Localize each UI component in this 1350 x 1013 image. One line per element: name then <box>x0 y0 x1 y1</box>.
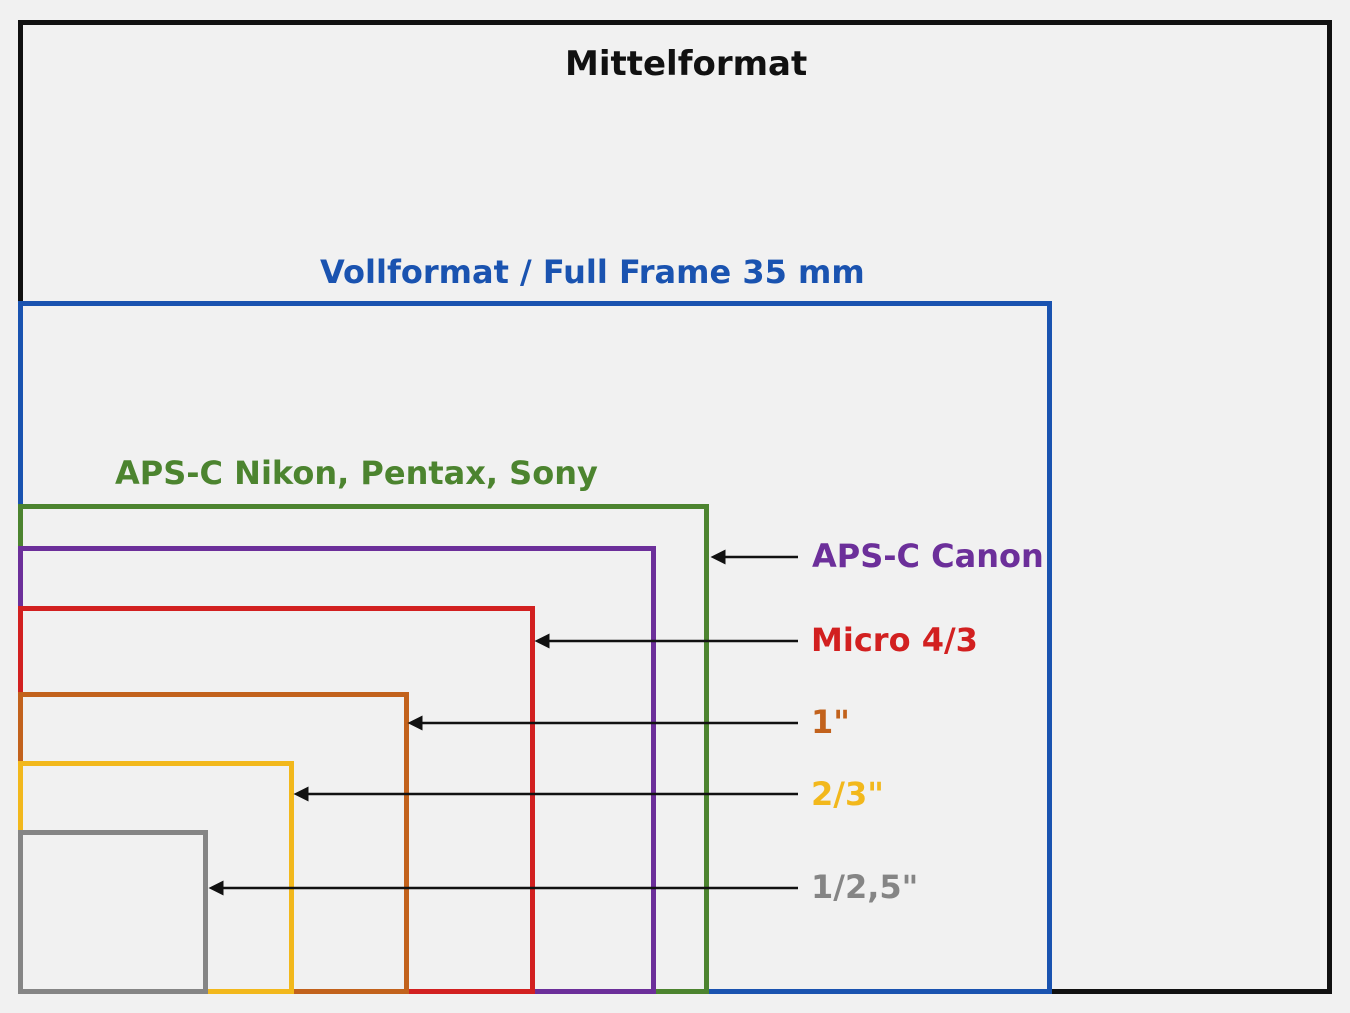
label-apsc-canon: APS-C Canon <box>812 537 1044 575</box>
label-micro-four-thirds: Micro 4/3 <box>811 621 978 659</box>
label-two-thirds: 2/3" <box>811 775 884 813</box>
label-one-inch: 1" <box>811 703 850 741</box>
label-medium-format: Mittelformat <box>565 44 808 84</box>
label-full-frame: Vollformat / Full Frame 35 mm <box>320 253 865 291</box>
label-apsc-nikon: APS-C Nikon, Pentax, Sony <box>115 454 598 492</box>
frame-one-over-2-5 <box>18 830 208 994</box>
label-one-over-2-5: 1/2,5" <box>811 868 919 906</box>
